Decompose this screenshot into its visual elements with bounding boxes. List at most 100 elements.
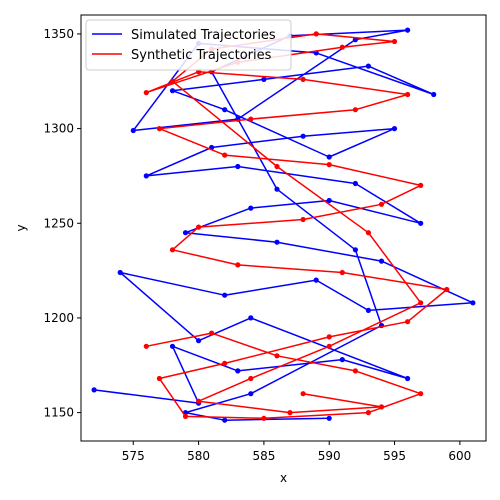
data-point	[169, 247, 176, 253]
data-point	[326, 415, 332, 421]
data-point	[222, 107, 228, 113]
x-tick-label: 595	[383, 449, 406, 463]
data-point	[326, 343, 332, 349]
data-point	[378, 201, 385, 207]
y-tick-label: 1250	[43, 216, 74, 230]
data-point	[326, 334, 332, 340]
data-point	[405, 375, 411, 382]
data-point	[326, 154, 332, 160]
data-point	[169, 88, 176, 94]
data-point	[235, 163, 241, 170]
data-point	[235, 368, 241, 374]
legend-label-simulated: Simulated Trajectories	[131, 28, 276, 43]
data-point	[313, 277, 319, 283]
data-point	[352, 180, 358, 187]
data-point	[378, 404, 385, 410]
y-axis-label: y	[14, 224, 28, 231]
x-tick-label: 590	[318, 449, 341, 463]
data-point	[300, 133, 306, 139]
x-tick-label: 575	[122, 449, 145, 463]
data-point	[444, 286, 450, 293]
data-point	[418, 300, 424, 306]
x-axis-ticks: 575 580 585 590 595 600	[122, 441, 471, 463]
data-point	[261, 76, 267, 82]
data-point	[143, 343, 149, 349]
legend-box	[85, 19, 292, 71]
data-point	[391, 38, 398, 45]
data-point	[431, 91, 437, 98]
data-point	[405, 319, 411, 325]
data-point	[352, 247, 358, 253]
y-axis-ticks: 1150 1200 1250 1300 1350	[43, 27, 81, 420]
x-tick-label: 580	[187, 449, 210, 463]
data-point	[405, 91, 411, 98]
data-point	[182, 230, 189, 236]
data-point	[117, 269, 123, 276]
data-point	[222, 152, 228, 158]
y-tick-label: 1300	[43, 122, 74, 136]
x-axis-label: x	[280, 471, 287, 485]
data-point	[91, 387, 97, 393]
data-point	[339, 357, 345, 363]
data-point	[339, 44, 345, 50]
data-point	[143, 90, 149, 96]
data-point	[313, 31, 319, 37]
data-point	[378, 258, 385, 264]
plot-frame	[80, 14, 487, 442]
data-point	[196, 398, 202, 404]
data-point	[287, 410, 293, 416]
legend-label-synthetic: Synthetic Trajectories	[131, 48, 272, 63]
data-point	[365, 63, 371, 69]
data-point	[418, 182, 424, 188]
x-tick-label: 600	[448, 449, 471, 463]
data-point	[169, 343, 176, 349]
data-point	[418, 220, 424, 226]
data-point	[130, 127, 136, 134]
data-point	[222, 292, 228, 298]
data-point	[261, 415, 267, 421]
data-point	[196, 338, 202, 344]
data-point	[274, 239, 280, 245]
data-point	[156, 126, 162, 132]
data-point	[248, 116, 254, 122]
data-point	[222, 417, 228, 423]
data-point	[169, 78, 176, 84]
x-tick-label: 585	[252, 449, 275, 463]
data-point	[274, 186, 280, 192]
data-point	[339, 269, 345, 276]
data-point	[365, 230, 371, 236]
data-point	[196, 224, 202, 230]
data-point	[352, 368, 358, 374]
data-point	[300, 76, 306, 82]
data-point	[248, 391, 254, 397]
data-point	[405, 27, 411, 33]
data-point	[248, 205, 254, 211]
series-line-1	[145, 33, 448, 420]
data-point	[222, 360, 228, 366]
data-point	[352, 107, 358, 113]
data-point	[326, 197, 332, 204]
data-point	[365, 410, 371, 416]
y-tick-label: 1350	[43, 27, 74, 41]
data-point	[418, 391, 424, 397]
data-point	[274, 353, 280, 359]
data-point	[391, 126, 398, 132]
data-point	[182, 413, 189, 419]
y-tick-label: 1200	[43, 311, 74, 325]
data-point	[156, 375, 162, 382]
data-point	[470, 300, 476, 306]
data-point	[209, 330, 215, 336]
y-tick-label: 1150	[43, 406, 74, 420]
data-point	[326, 162, 332, 168]
data-point	[365, 307, 371, 313]
legend: Simulated Trajectories Synthetic Traject…	[85, 19, 292, 71]
data-point	[300, 391, 306, 397]
data-point	[248, 375, 254, 382]
data-point	[143, 173, 149, 179]
data-point	[300, 216, 306, 223]
data-point	[235, 262, 241, 268]
data-point	[274, 163, 280, 170]
data-point	[248, 315, 254, 321]
